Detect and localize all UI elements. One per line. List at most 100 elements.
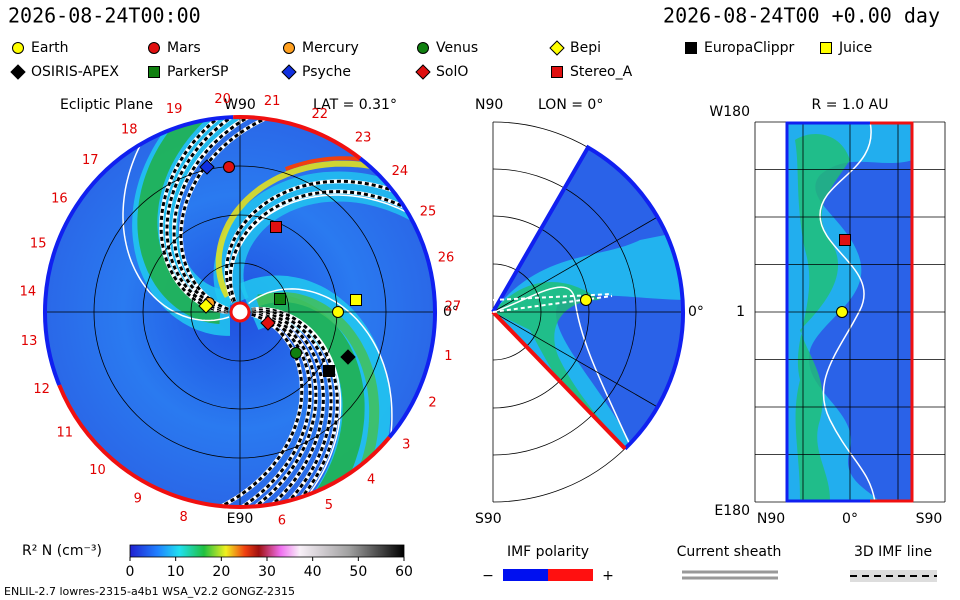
spacecraft-marker	[820, 42, 832, 54]
longitude-label: 16	[51, 192, 68, 207]
datetime: 2026-08-24T00:00	[8, 4, 201, 28]
boundary-arc	[233, 115, 362, 160]
longitude-label: 15	[30, 236, 47, 251]
longitude-label: 1	[444, 349, 452, 364]
current-sheath-title: Current sheath	[677, 544, 782, 560]
spacecraft-marker	[274, 293, 286, 305]
legend-label: OSIRIS-APEX	[31, 64, 119, 80]
imf-line	[251, 307, 339, 503]
legend-label: EuropaClippr	[704, 40, 795, 56]
longitude-label: 6	[278, 513, 286, 528]
imf-line-bg	[850, 570, 937, 582]
spacecraft-marker	[199, 159, 215, 175]
longitude-label: 10	[89, 463, 106, 478]
spacecraft-marker	[350, 294, 362, 306]
longitude-label: 22	[312, 107, 329, 122]
spacecraft-marker	[270, 221, 282, 233]
legend-label: Juice	[838, 40, 872, 56]
legend-label: Mercury	[302, 40, 359, 56]
colorbar-tick-label: 30	[258, 564, 276, 580]
x-label: N90	[757, 511, 785, 527]
x-label: 0°	[842, 511, 858, 527]
colorbar-tick-label: 40	[304, 564, 322, 580]
polarity-positive	[548, 569, 593, 581]
spacecraft-marker	[332, 306, 344, 318]
longitude-label: 21	[264, 94, 281, 109]
imf-line	[224, 179, 399, 303]
footer: ENLIL-2.7 lowres-2315-a4b1 WSA_V2.2 GONG…	[4, 585, 295, 598]
legend-label: SolO	[436, 64, 468, 80]
spacecraft-marker	[260, 315, 276, 331]
colorbar-tick-label: 20	[212, 564, 230, 580]
longitude-label: 3	[402, 438, 410, 453]
sun	[229, 301, 251, 323]
spacecraft-marker	[283, 42, 295, 54]
imf-line	[159, 117, 229, 314]
longitude-label: 23	[355, 131, 372, 146]
longitude-label: 12	[33, 382, 50, 397]
right-label: 0°	[688, 304, 704, 320]
longitude-label: 25	[420, 205, 437, 220]
legend-label: ParkerSP	[167, 64, 228, 80]
longitude-label: 9	[134, 491, 142, 506]
legend-label: Mars	[167, 40, 201, 56]
panel-title: Ecliptic Plane	[60, 97, 153, 113]
legend-label: Stereo_A	[570, 64, 633, 80]
colorbar-tick-label: 10	[167, 564, 185, 580]
bottom-label: E90	[227, 511, 254, 527]
top-label: W90	[224, 97, 256, 113]
imf-line	[236, 311, 312, 507]
longitude-label: 4	[367, 472, 375, 487]
spacecraft-marker	[580, 294, 592, 306]
legend-label: Bepi	[570, 40, 601, 56]
mid-label: 1	[736, 304, 745, 320]
boundary-arc	[57, 384, 391, 509]
longitude-label: 14	[20, 285, 37, 300]
imf-line	[250, 310, 318, 507]
imf-line	[172, 117, 254, 312]
x-label: S90	[916, 511, 943, 527]
spacecraft-marker	[281, 64, 297, 80]
longitude-label: 8	[180, 510, 188, 525]
bottom-label: E180	[714, 503, 750, 519]
longitude-label: 26	[438, 251, 455, 266]
sphere-panel: R = 1.0 AU W180 1 E180 N90 0° S90	[709, 97, 946, 527]
meridian-panel: N90 LON = 0° 0° S90	[475, 97, 704, 527]
top-label: W180	[709, 104, 750, 120]
spacecraft-marker	[836, 306, 848, 318]
longitude-label: 5	[325, 498, 333, 513]
polarity-negative	[503, 569, 548, 581]
panel-title: R = 1.0 AU	[812, 97, 889, 113]
spacecraft-marker	[12, 42, 24, 54]
longitude-label: 27	[445, 300, 462, 315]
spacecraft-marker	[10, 64, 26, 80]
legend-label: Earth	[31, 40, 69, 56]
ecliptic-panel: Ecliptic Plane W90 LAT = 0.31° 0° E90 12…	[20, 92, 462, 528]
imf-line	[179, 117, 271, 311]
longitude-label: 11	[57, 426, 74, 441]
imf-positive: +	[602, 568, 614, 584]
imf-line	[251, 309, 325, 507]
spacecraft-marker	[839, 234, 851, 246]
imf-line-title: 3D IMF line	[854, 544, 932, 560]
top-label: N90	[475, 97, 503, 113]
right-label: 0°	[443, 304, 459, 320]
spacecraft-marker	[198, 298, 214, 314]
contour	[248, 288, 393, 498]
spacecraft-marker	[148, 42, 160, 54]
legend-label: Psyche	[302, 64, 351, 80]
longitude-label: 17	[82, 153, 99, 168]
spacecraft-marker	[685, 42, 697, 54]
longitude-label: 24	[392, 164, 409, 179]
spacecraft-marker	[290, 347, 302, 359]
longitude-label: 2	[428, 396, 436, 411]
imf-negative: −	[482, 568, 494, 584]
lon-label: LON = 0°	[538, 97, 603, 113]
longitude-label: 13	[21, 334, 38, 349]
imf-line	[216, 312, 304, 507]
lat-label: LAT = 0.31°	[313, 97, 397, 113]
imf-line	[228, 190, 410, 302]
elapsed: 2026-08-24T00 +0.00 day	[663, 4, 940, 28]
colorbar-tick-label: 50	[349, 564, 367, 580]
